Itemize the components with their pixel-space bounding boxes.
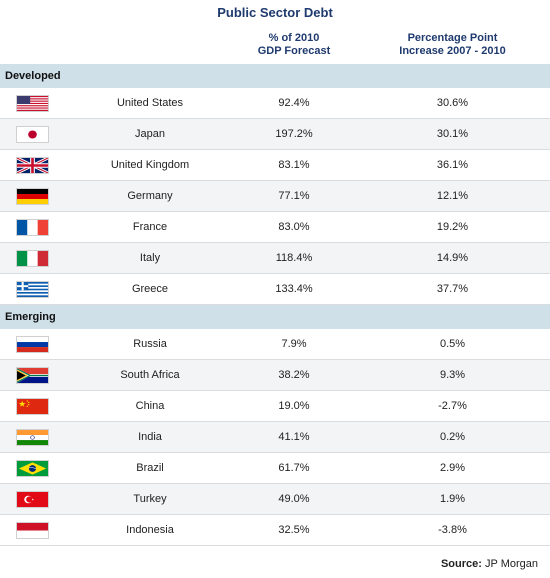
country-name: Russia xyxy=(133,338,167,350)
source-note: Source: JP Morgan xyxy=(441,558,538,570)
point-increase-value: 0.5% xyxy=(439,338,466,350)
table-row: Greece 133.4% 37.7% xyxy=(0,274,550,305)
point-increase-value: 1.9% xyxy=(439,493,466,505)
table-row: Russia 7.9% 0.5% xyxy=(0,329,550,360)
table-row: Italy 118.4% 14.9% xyxy=(0,243,550,274)
gdp-forecast-value: 83.0% xyxy=(278,221,310,233)
point-increase-value: 36.1% xyxy=(436,159,469,171)
table-row: Brazil 61.7% 2.9% xyxy=(0,453,550,484)
russia-flag-icon xyxy=(16,336,49,353)
country-name: United States xyxy=(116,97,184,109)
point-increase-value: -3.8% xyxy=(438,524,467,536)
page-title: Public Sector Debt xyxy=(217,5,333,20)
country-name: Indonesia xyxy=(126,524,174,536)
gdp-header-line2: GDP Forecast xyxy=(257,45,331,57)
us-flag-icon xyxy=(16,95,49,112)
point-increase-value: 0.2% xyxy=(439,431,466,443)
country-name: South Africa xyxy=(120,369,180,381)
indonesia-flag-icon xyxy=(16,522,49,539)
column-header-row: % of 2010 GDP Forecast Percentage Point … xyxy=(0,26,550,65)
china-flag-icon xyxy=(16,398,49,415)
table-row: France 83.0% 19.2% xyxy=(0,212,550,243)
gdp-forecast-value: 19.0% xyxy=(278,400,310,412)
gdp-forecast-value: 49.0% xyxy=(278,493,310,505)
country-name: India xyxy=(138,431,162,443)
increase-column-header: Percentage Point Increase 2007 - 2010 xyxy=(360,32,545,58)
south-africa-flag-icon xyxy=(16,367,49,384)
table-row: Japan 197.2% 30.1% xyxy=(0,119,550,150)
country-name: China xyxy=(135,400,165,412)
country-name: France xyxy=(132,221,168,233)
japan-flag-icon xyxy=(16,126,49,143)
table-row: South Africa 38.2% 9.3% xyxy=(0,360,550,391)
table-row: India 41.1% 0.2% xyxy=(0,422,550,453)
turkey-flag-icon xyxy=(16,491,49,508)
gdp-forecast-value: 32.5% xyxy=(278,524,310,536)
gdp-forecast-value: 118.4% xyxy=(275,252,313,264)
gdp-forecast-value: 92.4% xyxy=(278,97,310,109)
france-flag-icon xyxy=(16,219,49,236)
greece-flag-icon xyxy=(16,281,49,298)
country-name: Turkey xyxy=(133,493,167,505)
point-increase-value: -2.7% xyxy=(438,400,467,412)
brazil-flag-icon xyxy=(16,460,49,477)
section-header-emerging: Emerging xyxy=(0,305,550,329)
table-row: United Kingdom 83.1% 36.1% xyxy=(0,150,550,181)
gdp-header-line1: % of 2010 xyxy=(268,32,320,44)
gdp-forecast-value: 133.4% xyxy=(275,283,313,295)
gdp-forecast-value: 77.1% xyxy=(278,190,310,202)
table-row: United States 92.4% 30.6% xyxy=(0,88,550,119)
point-increase-value: 9.3% xyxy=(439,369,466,381)
gdp-forecast-value: 7.9% xyxy=(281,338,307,350)
point-increase-value: 30.6% xyxy=(436,97,469,109)
india-flag-icon xyxy=(16,429,49,446)
uk-flag-icon xyxy=(16,157,49,174)
point-increase-value: 37.7% xyxy=(436,283,469,295)
gdp-forecast-value: 197.2% xyxy=(275,128,313,140)
point-increase-value: 14.9% xyxy=(436,252,469,264)
table-row: Indonesia 32.5% -3.8% xyxy=(0,515,550,546)
gdp-forecast-value: 41.1% xyxy=(278,431,310,443)
increase-header-line1: Percentage Point xyxy=(407,32,498,44)
country-name: Japan xyxy=(135,128,165,140)
table-row: Germany 77.1% 12.1% xyxy=(0,181,550,212)
country-name: Greece xyxy=(131,283,169,295)
source-value: JP Morgan xyxy=(485,558,538,570)
table-row: China 19.0% -2.7% xyxy=(0,391,550,422)
country-name: Brazil xyxy=(136,462,164,474)
section-header-developed: Developed xyxy=(0,64,550,88)
point-increase-value: 2.9% xyxy=(439,462,466,474)
point-increase-value: 19.2% xyxy=(436,221,469,233)
source-label: Source: xyxy=(440,558,482,570)
gdp-forecast-value: 38.2% xyxy=(278,369,310,381)
gdp-forecast-value: 83.1% xyxy=(278,159,310,171)
increase-header-line2: Increase 2007 - 2010 xyxy=(399,45,506,57)
table-row: Turkey 49.0% 1.9% xyxy=(0,484,550,515)
point-increase-value: 30.1% xyxy=(436,128,469,140)
germany-flag-icon xyxy=(16,188,49,205)
italy-flag-icon xyxy=(16,250,49,267)
country-name: Germany xyxy=(127,190,173,202)
country-name: Italy xyxy=(139,252,161,264)
country-name: United Kingdom xyxy=(110,159,190,171)
point-increase-value: 12.1% xyxy=(436,190,469,202)
gdp-forecast-value: 61.7% xyxy=(278,462,310,474)
gdp-column-header: % of 2010 GDP Forecast xyxy=(229,32,359,58)
